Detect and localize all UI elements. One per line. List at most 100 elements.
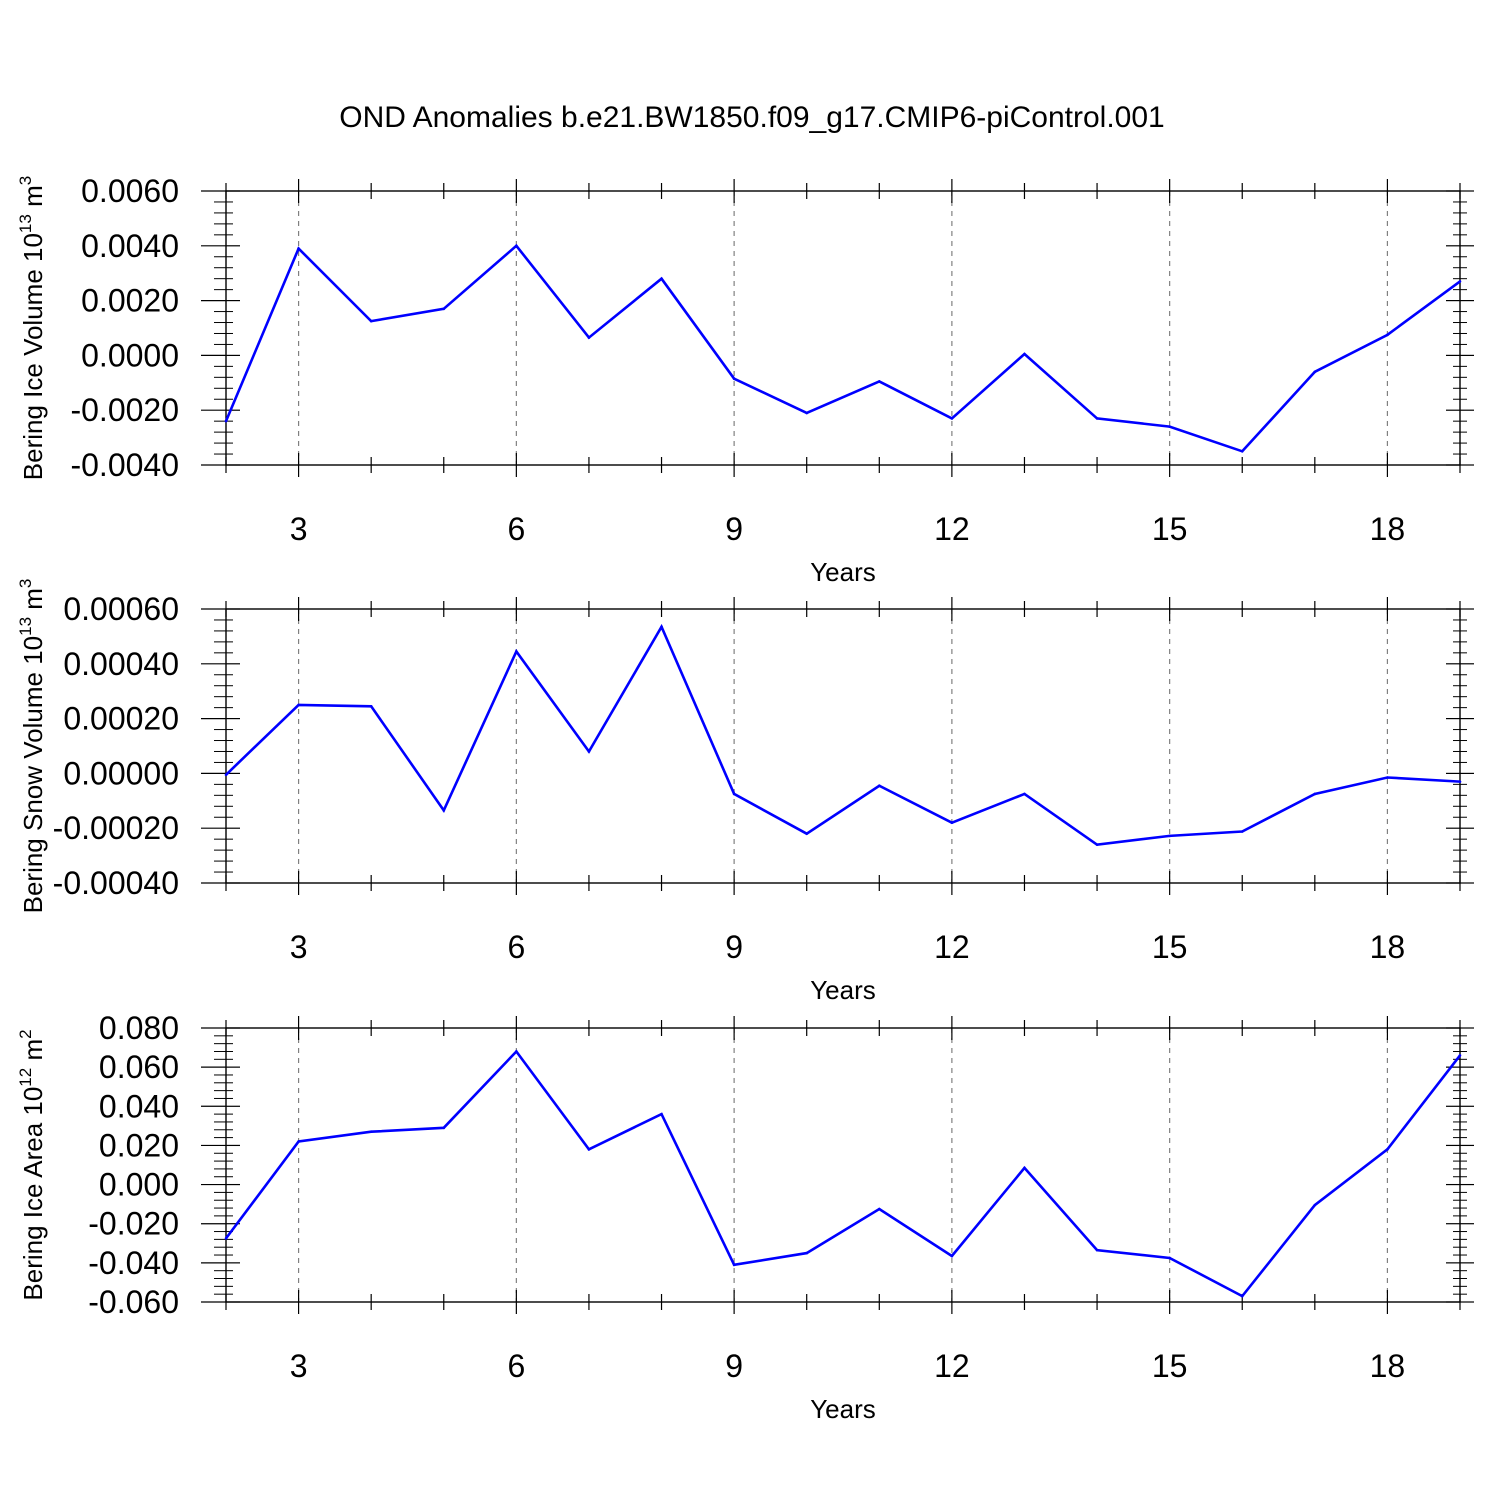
y-axis-label: Bering Ice Volume 1013 m3 — [16, 176, 48, 480]
y-tick-label: 0.0000 — [81, 337, 179, 373]
x-tick-label: 3 — [290, 511, 308, 547]
data-point — [1458, 780, 1462, 783]
y-tick-label: 0.00060 — [63, 591, 179, 627]
data-point — [950, 1254, 954, 1258]
data-point — [587, 750, 591, 753]
data-point — [1386, 776, 1389, 779]
x-axis-label: Years — [810, 557, 876, 587]
data-point — [297, 1140, 300, 1143]
data-point — [587, 1148, 591, 1151]
data-point — [1023, 1166, 1026, 1170]
y-tick-label: -0.00040 — [53, 865, 179, 901]
data-point — [442, 307, 446, 311]
x-tick-label: 3 — [290, 1348, 308, 1384]
y-tick-label: 0.0020 — [81, 283, 179, 319]
data-point — [805, 1251, 809, 1255]
y-tick-label: 0.00040 — [63, 646, 179, 682]
x-tick-label: 12 — [934, 1348, 970, 1384]
y-axis-label: Bering Ice Area 1012 m2 — [16, 1029, 48, 1300]
data-point — [1313, 792, 1317, 796]
x-tick-label: 18 — [1370, 1348, 1406, 1384]
data-point — [732, 1263, 736, 1267]
y-tick-label: -0.00020 — [53, 810, 179, 846]
data-point — [1458, 1054, 1462, 1057]
x-axis-label: Years — [810, 975, 876, 1005]
y-tick-label: 0.0040 — [81, 228, 179, 264]
x-tick-label: 9 — [725, 929, 743, 965]
data-point — [1168, 834, 1171, 838]
data-point — [1023, 352, 1026, 356]
data-point — [732, 377, 736, 380]
x-tick-label: 15 — [1152, 1348, 1188, 1384]
data-point — [732, 792, 736, 796]
data-point — [660, 625, 663, 629]
data-point — [1240, 1294, 1244, 1298]
data-point — [950, 821, 954, 825]
data-point — [1095, 843, 1099, 846]
data-point — [442, 809, 446, 812]
data-point — [224, 1237, 228, 1240]
panel-2: 3 6 9 12 15 18 -0.00040 -0.00020 0.00000 0.00020 0… — [16, 579, 1474, 1005]
data-point — [1168, 1256, 1171, 1260]
x-tick-label: 12 — [934, 929, 970, 965]
data-point — [515, 244, 518, 248]
data-point — [297, 703, 300, 707]
y-tick-label: -0.040 — [88, 1245, 179, 1281]
y-tick-label: -0.0020 — [70, 392, 179, 428]
data-point — [950, 417, 954, 420]
y-tick-label: -0.060 — [88, 1284, 179, 1320]
y-tick-label: 0.0060 — [81, 173, 179, 209]
y-tick-label: 0.040 — [99, 1088, 179, 1124]
panel-3: 3 6 9 12 15 18-0.060-0.040-0.0200.0000.0200.0… — [16, 1010, 1474, 1424]
panel-1: 3 6 9 12 15 18 -0.0040 -0.0020 0.0000 0.0020 0.004… — [16, 173, 1474, 587]
series-line — [225, 623, 1461, 846]
x-tick-label: 6 — [507, 929, 525, 965]
data-point — [587, 336, 591, 339]
data-point — [1023, 792, 1026, 796]
data-point — [805, 832, 809, 835]
y-tick-label: 0.060 — [99, 1049, 179, 1085]
panels: 3 6 9 12 15 18 -0.0040 -0.0020 0.0000 0.0020 0.004… — [16, 173, 1474, 1424]
data-point — [1095, 1248, 1099, 1252]
data-point — [297, 247, 300, 250]
x-tick-label: 9 — [725, 1348, 743, 1384]
y-tick-label: 0.00020 — [63, 701, 179, 737]
plot-frame — [225, 608, 1461, 884]
data-point — [1386, 333, 1389, 337]
data-point — [224, 419, 228, 423]
data-point — [877, 784, 881, 788]
data-point — [224, 773, 228, 777]
data-point — [369, 704, 373, 708]
y-tick-label: 0.080 — [99, 1010, 179, 1046]
x-tick-label: 15 — [1152, 929, 1188, 965]
data-point — [660, 1112, 663, 1116]
series-line — [224, 1049, 1462, 1298]
x-tick-label: 12 — [934, 511, 970, 547]
x-tick-label: 18 — [1370, 929, 1406, 965]
data-point — [1240, 830, 1244, 833]
plot-frame — [225, 1027, 1461, 1303]
y-tick-label: 0.00000 — [63, 755, 179, 791]
data-point — [1313, 370, 1317, 374]
plot-frame — [225, 190, 1461, 466]
data-point — [1168, 425, 1171, 428]
data-point — [1386, 1148, 1389, 1151]
x-tick-label: 6 — [507, 1348, 525, 1384]
data-point — [805, 411, 809, 415]
data-point — [877, 380, 881, 383]
data-point — [442, 1126, 446, 1130]
data-point — [515, 650, 518, 653]
x-tick-label: 6 — [507, 511, 525, 547]
y-tick-label: 0.020 — [99, 1127, 179, 1163]
data-point — [1240, 450, 1244, 453]
data-point — [369, 1130, 373, 1134]
series-line — [224, 243, 1461, 453]
data-point — [369, 319, 373, 323]
data-point — [1313, 1203, 1317, 1207]
figure-title: OND Anomalies b.e21.BW1850.f09_g17.CMIP6… — [339, 101, 1164, 134]
y-tick-label: 0.000 — [99, 1167, 179, 1203]
y-tick-label: -0.020 — [88, 1206, 179, 1242]
x-tick-label: 18 — [1370, 511, 1406, 547]
x-tick-label: 15 — [1152, 511, 1188, 547]
